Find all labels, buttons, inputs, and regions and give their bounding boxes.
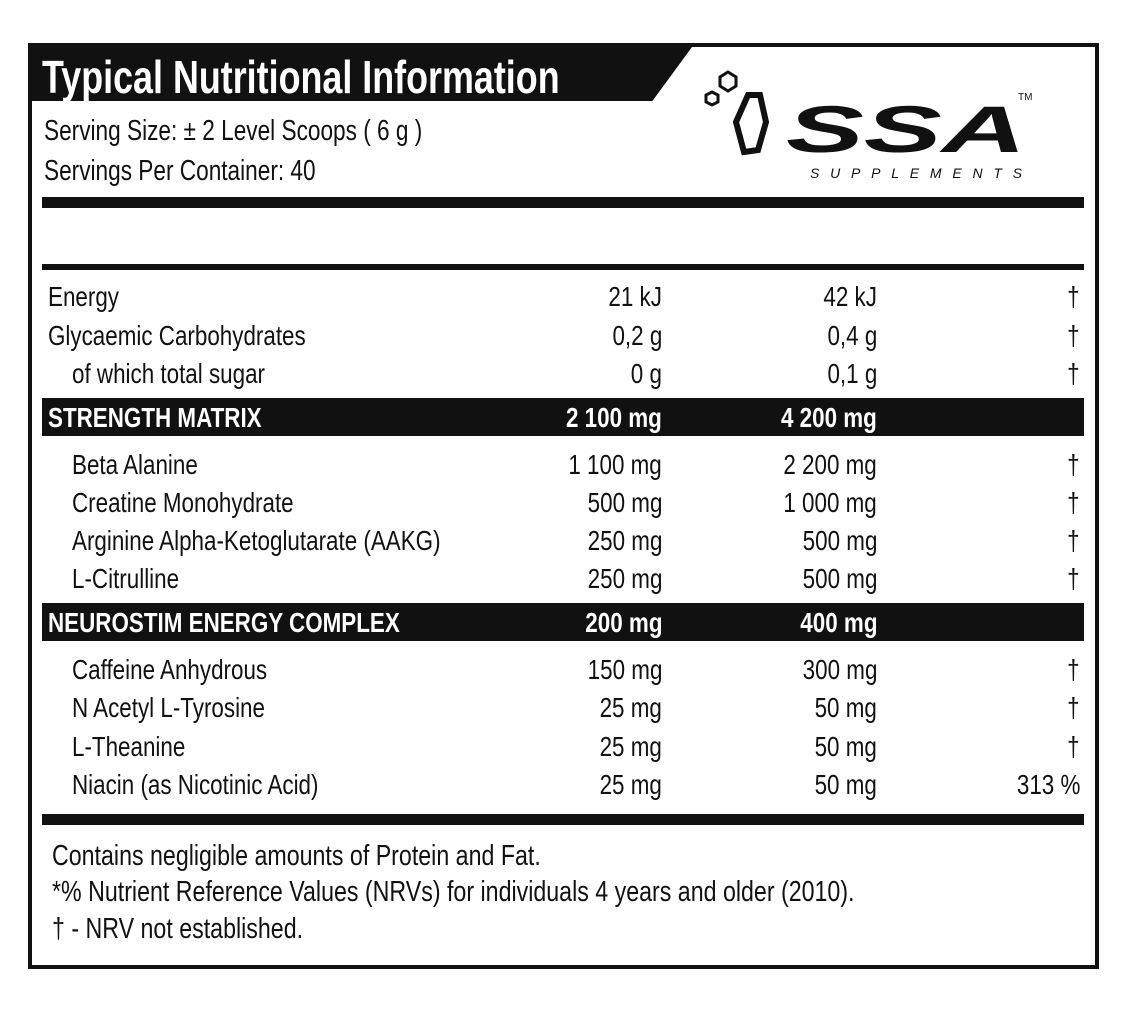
nutrient-name: Glycaemic Carbohydrates bbox=[48, 320, 306, 351]
table-row: Creatine Monohydrate 500 mg 1 000 mg † bbox=[42, 483, 1084, 521]
per-serving-value: 0 g bbox=[630, 358, 662, 389]
logo-tagline: SUPPLEMENTS bbox=[810, 165, 1030, 181]
footer-note-2: *% Nutrient Reference Values (NRVs) for … bbox=[52, 876, 855, 908]
divider-thick bbox=[42, 197, 1084, 208]
title-band bbox=[32, 47, 692, 101]
label-title: Typical Nutritional Information bbox=[42, 51, 560, 103]
nrv-value: † bbox=[1067, 449, 1080, 480]
nutrient-name: L-Theanine bbox=[72, 731, 186, 762]
serving-size: Serving Size: ± 2 Level Scoops ( 6 g ) bbox=[44, 115, 423, 147]
table-row: Energy 21 kJ 42 kJ † bbox=[42, 277, 1084, 315]
divider-thick-bottom bbox=[42, 814, 1084, 825]
per-two-servings-value: 0,1 g bbox=[827, 358, 877, 389]
nutrient-name: Creatine Monohydrate bbox=[72, 487, 294, 518]
per-serving-value: 200 mg bbox=[584, 607, 662, 638]
footer-note-3: † - NRV not established. bbox=[52, 913, 304, 945]
table-row: Niacin (as Nicotinic Acid) 25 mg 50 mg 313 … bbox=[42, 765, 1084, 803]
nrv-value: 313 % bbox=[1016, 769, 1080, 800]
per-serving-value: 0,2 g bbox=[612, 320, 662, 351]
per-two-servings-value: 400 mg bbox=[799, 607, 877, 638]
per-serving-value: 250 mg bbox=[587, 563, 662, 594]
nrv-value: † bbox=[1067, 525, 1080, 556]
logo-brand: SSA bbox=[786, 92, 1026, 166]
nrv-value: † bbox=[1067, 358, 1080, 389]
table-row: Arginine Alpha-Ketoglutarate (AAKG) 250 m… bbox=[42, 521, 1084, 559]
per-serving-value: 25 mg bbox=[599, 769, 662, 800]
section-header-row: STRENGTH MATRIX 2 100 mg 4 200 mg bbox=[42, 398, 1084, 436]
table-row: L-Theanine 25 mg 50 mg † bbox=[42, 727, 1084, 765]
table-row: L-Citrulline 250 mg 500 mg † bbox=[42, 559, 1084, 597]
nutrient-name: L-Citrulline bbox=[72, 563, 180, 594]
nutrient-name: of which total sugar bbox=[72, 358, 265, 389]
per-two-servings-value: 50 mg bbox=[814, 692, 877, 723]
servings-per-container: Servings Per Container: 40 bbox=[44, 155, 316, 187]
per-serving-value: 25 mg bbox=[599, 692, 662, 723]
divider bbox=[42, 264, 1084, 270]
label-frame bbox=[28, 43, 1099, 969]
nutrient-name: Niacin (as Nicotinic Acid) bbox=[72, 769, 319, 800]
per-two-servings-value: 50 mg bbox=[814, 731, 877, 762]
per-serving-value: 2 100 mg bbox=[566, 402, 662, 433]
nutrient-name: Beta Alanine bbox=[72, 449, 198, 480]
nrv-value: † bbox=[1067, 563, 1080, 594]
per-two-servings-value: 4 200 mg bbox=[781, 402, 877, 433]
per-serving-value: 250 mg bbox=[587, 525, 662, 556]
section-header-row: NEUROSTIM ENERGY COMPLEX 200 mg 400 mg bbox=[42, 603, 1084, 641]
nutrient-name: N Acetyl L-Tyrosine bbox=[72, 692, 265, 723]
nrv-value: † bbox=[1067, 654, 1080, 685]
nrv-value: † bbox=[1067, 320, 1080, 351]
per-serving-value: 21 kJ bbox=[608, 281, 662, 312]
per-two-servings-value: 500 mg bbox=[802, 563, 877, 594]
logo-tm: TM bbox=[1018, 92, 1032, 103]
per-serving-value: 25 mg bbox=[599, 731, 662, 762]
per-serving-value: 500 mg bbox=[587, 487, 662, 518]
per-two-servings-value: 42 kJ bbox=[823, 281, 877, 312]
per-two-servings-value: 0,4 g bbox=[827, 320, 877, 351]
per-two-servings-value: 1 000 mg bbox=[783, 487, 877, 518]
per-serving-value: 1 100 mg bbox=[568, 449, 662, 480]
ssa-logo: SSA TM SUPPLEMENTS bbox=[704, 70, 1032, 181]
footer-note-1: Contains negligible amounts of Protein a… bbox=[52, 840, 541, 872]
nutrient-name: Arginine Alpha-Ketoglutarate (AAKG) bbox=[72, 525, 441, 556]
per-two-servings-value: 50 mg bbox=[814, 769, 877, 800]
nrv-value: † bbox=[1067, 692, 1080, 723]
per-two-servings-value: 500 mg bbox=[802, 525, 877, 556]
nrv-value: † bbox=[1067, 731, 1080, 762]
nrv-value: † bbox=[1067, 487, 1080, 518]
per-two-servings-value: 2 200 mg bbox=[783, 449, 877, 480]
table-row: Caffeine Anhydrous 150 mg 300 mg † bbox=[42, 650, 1084, 688]
per-two-servings-value: 300 mg bbox=[802, 654, 877, 685]
nutrient-name: STRENGTH MATRIX bbox=[48, 402, 262, 433]
nutrient-name: Caffeine Anhydrous bbox=[72, 654, 268, 685]
table-row: N Acetyl L-Tyrosine 25 mg 50 mg † bbox=[42, 688, 1084, 726]
nutrient-name: NEUROSTIM ENERGY COMPLEX bbox=[48, 607, 400, 638]
table-row: Glycaemic Carbohydrates 0,2 g 0,4 g † bbox=[42, 316, 1084, 354]
table-row: Beta Alanine 1 100 mg 2 200 mg † bbox=[42, 445, 1084, 483]
per-serving-value: 150 mg bbox=[587, 654, 662, 685]
nutrient-name: Energy bbox=[48, 281, 119, 312]
nrv-value: † bbox=[1067, 281, 1080, 312]
table-row: of which total sugar 0 g 0,1 g † bbox=[42, 354, 1084, 392]
